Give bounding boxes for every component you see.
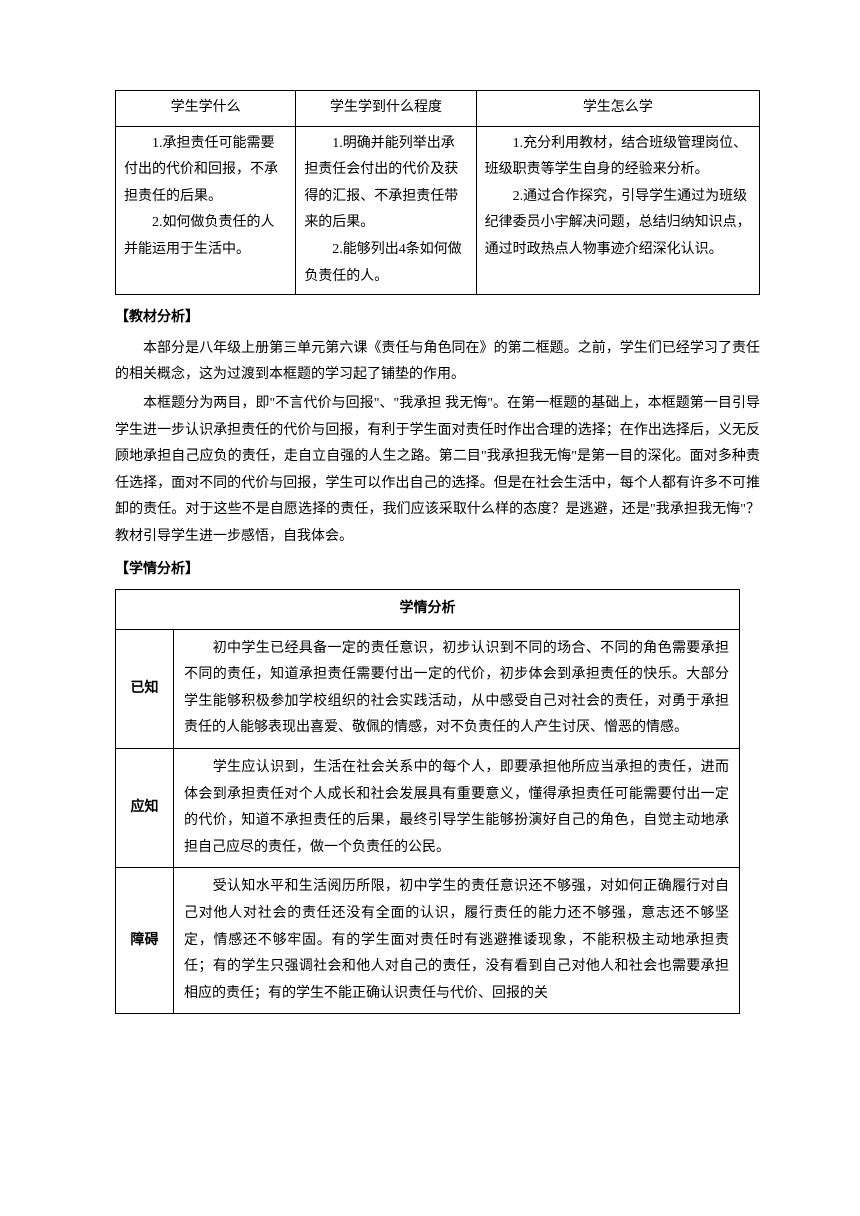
section1-title: 【教材分析】: [115, 305, 760, 332]
table1-header-3: 学生怎么学: [476, 91, 759, 127]
table2-label-3: 障碍: [116, 868, 174, 1014]
learning-goals-table: 学生学什么 学生学到什么程度 学生怎么学 1.承担责任可能需要付出的代价和回报，…: [115, 90, 760, 295]
table1-header-2: 学生学到什么程度: [296, 91, 476, 127]
table2-label-2: 应知: [116, 749, 174, 868]
table2-content-1: 初中学生已经具备一定的责任意识，初步认识到不同的场合、不同的角色需要承担不同的责…: [174, 629, 740, 748]
table1-cell-2: 1.明确并能列举出承担责任会付出的代价及获得的汇报、不承担责任带来的后果。 2.…: [296, 126, 476, 295]
student-analysis-table: 学情分析 已知 初中学生已经具备一定的责任意识，初步认识到不同的场合、不同的角色…: [115, 589, 740, 1014]
section2-title: 【学情分析】: [115, 557, 760, 584]
section1-para2: 本框题分为两目，即"不言代价与回报"、"我承担 我无悔"。在第一框题的基础上，本…: [115, 391, 760, 551]
section1-para1: 本部分是八年级上册第三单元第六课《责任与角色同在》的第二框题。之前，学生们已经学…: [115, 336, 760, 389]
table2-content-2: 学生应认识到，生活在社会关系中的每个人，即要承担他所应当承担的责任，进而体会到承…: [174, 749, 740, 868]
table1-cell-3: 1.充分利用教材，结合班级管理岗位、班级职责等学生自身的经验来分析。 2.通过合…: [476, 126, 759, 295]
table2-content-3: 受认知水平和生活阅历所限，初中学生的责任意识还不够强，对如何正确履行对自己对他人…: [174, 868, 740, 1014]
table2-title: 学情分析: [116, 590, 740, 630]
table1-cell-1: 1.承担责任可能需要付出的代价和回报，不承担责任的后果。 2.如何做负责任的人并…: [116, 126, 296, 295]
table2-label-1: 已知: [116, 629, 174, 748]
table1-header-1: 学生学什么: [116, 91, 296, 127]
